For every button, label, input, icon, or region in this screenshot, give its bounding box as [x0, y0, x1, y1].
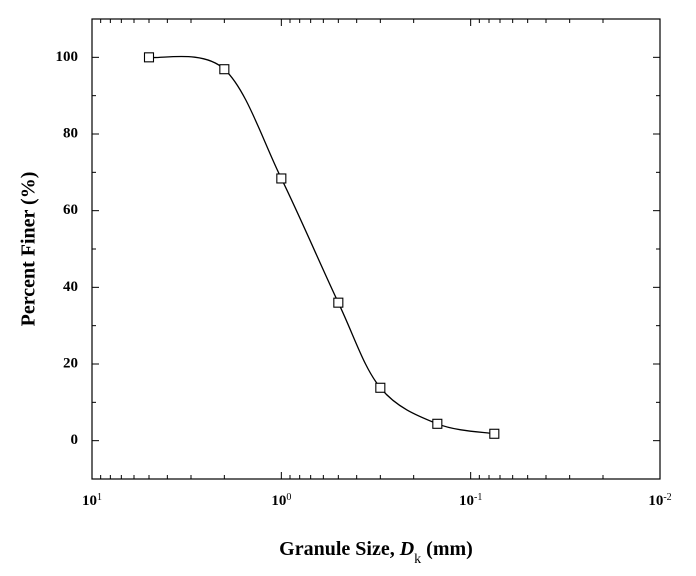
x-tick-label: 10-1 — [459, 492, 482, 510]
x-tick-label: 100 — [271, 492, 291, 510]
y-axis-label: Percent Finer (%) — [18, 172, 40, 327]
series-line — [148, 55, 495, 435]
y-tick-label: 60 — [63, 202, 78, 218]
x-axis-label: Granule Size, Dk (mm) — [279, 538, 473, 567]
data-point — [375, 382, 386, 393]
x-tick-label: 101 — [82, 492, 102, 510]
y-tick-label: 40 — [63, 279, 78, 295]
data-point — [333, 297, 344, 308]
data-point — [489, 428, 500, 439]
data-point — [276, 173, 287, 184]
y-tick-label: 100 — [56, 49, 79, 65]
y-tick-label: 80 — [63, 125, 78, 141]
data-point — [143, 52, 155, 63]
data-point — [219, 64, 230, 75]
x-tick-label: 10-2 — [648, 492, 671, 510]
y-tick-label: 20 — [63, 355, 78, 371]
data-point — [432, 418, 443, 429]
y-tick-label: 0 — [71, 432, 79, 448]
plot-frame — [91, 18, 661, 480]
